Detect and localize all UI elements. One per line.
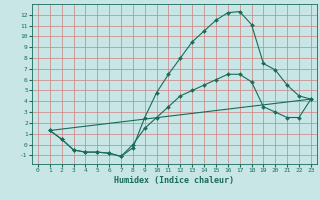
X-axis label: Humidex (Indice chaleur): Humidex (Indice chaleur) (115, 176, 234, 185)
